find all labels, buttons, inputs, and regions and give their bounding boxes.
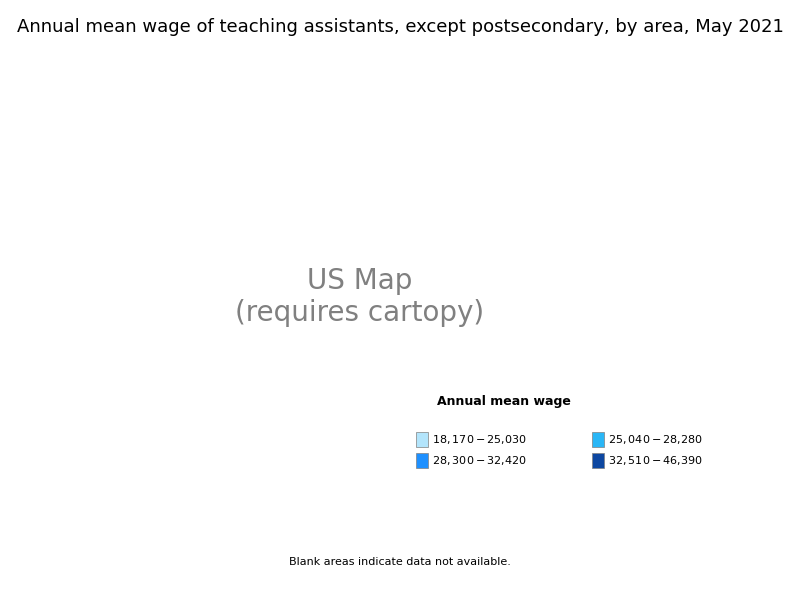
- Text: Annual mean wage of teaching assistants, except postsecondary, by area, May 2021: Annual mean wage of teaching assistants,…: [17, 18, 783, 36]
- Text: $18,170 - $25,030: $18,170 - $25,030: [432, 433, 527, 446]
- Text: Blank areas indicate data not available.: Blank areas indicate data not available.: [289, 557, 511, 567]
- Text: $32,510 - $46,390: $32,510 - $46,390: [608, 454, 703, 467]
- Text: Annual mean wage: Annual mean wage: [437, 395, 571, 408]
- Text: US Map
(requires cartopy): US Map (requires cartopy): [235, 267, 485, 327]
- Text: $25,040 - $28,280: $25,040 - $28,280: [608, 433, 703, 446]
- Text: $28,300 - $32,420: $28,300 - $32,420: [432, 454, 527, 467]
